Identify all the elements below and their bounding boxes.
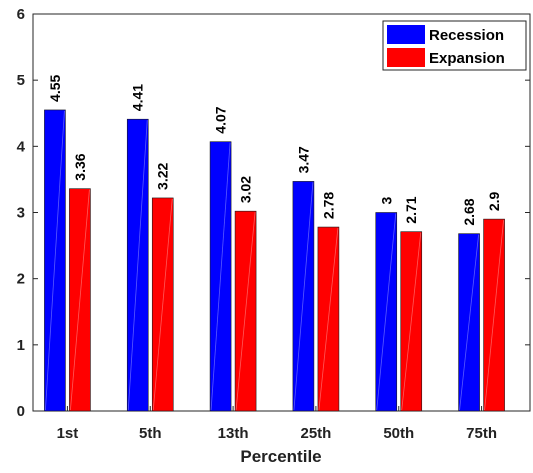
data-label-recession-1st: 4.55 xyxy=(47,74,63,101)
axis-ticks: 0 1 2 3 4 5 6 1st 5th 13th 25th 50th 75th xyxy=(17,6,530,442)
bar-highlight xyxy=(45,110,65,411)
data-label-recession-5th: 4.41 xyxy=(130,84,146,111)
legend-label-recession: Recession xyxy=(429,27,504,44)
y-tick-label: 2 xyxy=(17,271,25,288)
bar-highlight xyxy=(484,220,504,411)
data-label-expansion-1st: 3.36 xyxy=(72,153,88,180)
data-label-recession-13th: 4.07 xyxy=(213,106,229,133)
legend-label-expansion: Expansion xyxy=(429,50,505,67)
bar-highlight xyxy=(210,142,231,411)
bar-highlight xyxy=(235,212,256,411)
y-tick-label: 3 xyxy=(17,205,25,222)
bar-highlight xyxy=(318,228,339,411)
bar-expansion-13th xyxy=(234,210,257,412)
x-tick-label: 5th xyxy=(139,425,162,442)
legend-swatch-expansion xyxy=(387,48,425,67)
plot-area xyxy=(32,13,531,412)
bar-highlight xyxy=(293,182,314,411)
data-label-expansion-13th: 3.02 xyxy=(238,176,254,203)
bar-highlight xyxy=(70,189,90,411)
data-label-expansion-50th: 2.71 xyxy=(403,196,419,223)
x-tick-label: 25th xyxy=(300,425,331,442)
y-tick-label: 0 xyxy=(17,403,25,420)
legend-swatch-recession xyxy=(387,25,425,44)
data-label-recession-25th: 3.47 xyxy=(295,146,311,173)
bar-recession-50th xyxy=(375,212,398,412)
bars-layer xyxy=(44,109,505,412)
bar-expansion-50th xyxy=(400,231,423,412)
x-axis-title: Percentile xyxy=(240,447,321,466)
data-label-expansion-75th: 2.9 xyxy=(486,191,502,211)
data-label-recession-75th: 2.68 xyxy=(461,198,477,225)
x-tick-label: 75th xyxy=(466,425,497,442)
data-label-recession-50th: 3 xyxy=(378,197,394,205)
bar-recession-5th xyxy=(126,118,149,412)
bar-expansion-1st xyxy=(69,188,91,412)
y-tick-label: 5 xyxy=(17,72,25,89)
bar-recession-13th xyxy=(209,141,232,412)
bar-recession-75th xyxy=(458,233,480,412)
x-tick-label: 50th xyxy=(383,425,414,442)
bar-expansion-75th xyxy=(483,218,505,412)
legend: Recession Expansion xyxy=(382,20,527,71)
bar-highlight xyxy=(376,213,397,411)
bar-highlight xyxy=(152,198,173,411)
x-tick-label: 1st xyxy=(57,425,79,442)
x-tick-label: 13th xyxy=(218,425,249,442)
y-tick-label: 6 xyxy=(17,6,25,23)
bar-recession-1st xyxy=(44,109,66,412)
data-label-expansion-5th: 3.22 xyxy=(155,162,171,189)
bar-recession-25th xyxy=(292,181,315,412)
bar-expansion-5th xyxy=(151,197,174,412)
bar-expansion-25th xyxy=(317,226,340,412)
y-tick-label: 4 xyxy=(17,138,26,155)
bar-highlight xyxy=(401,232,422,411)
bar-highlight xyxy=(459,234,479,411)
y-tick-label: 1 xyxy=(17,337,25,354)
data-label-expansion-25th: 2.78 xyxy=(320,192,336,219)
bar-highlight xyxy=(127,120,148,411)
data-labels-layer: 4.55 3.36 4.41 3.22 4.07 3.02 3.47 2.78 3 2.71 2.6… xyxy=(47,74,502,225)
